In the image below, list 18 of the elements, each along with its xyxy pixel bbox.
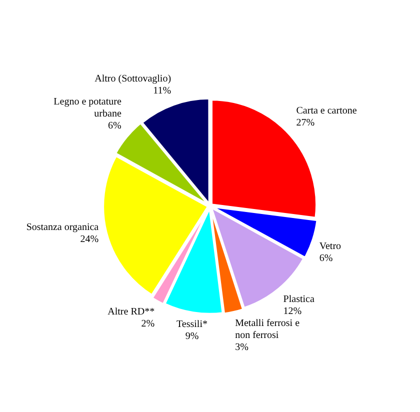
slice-label: Sostanza organica [26, 222, 100, 234]
data-label: 6% [319, 253, 333, 264]
data-label: 24% [80, 234, 99, 246]
slice-label: Altre RD** [108, 306, 155, 318]
data-label: 11% [153, 85, 172, 96]
data-label: 9% [185, 331, 199, 342]
slice-label: Legno e potature urbane [54, 96, 122, 120]
data-label: 3% [235, 342, 248, 353]
slice-label: Metalli ferrosi e non ferrosi [235, 318, 300, 341]
slice-label: Plastica [283, 294, 315, 306]
slice-label: Carta e cartone [296, 106, 358, 117]
slice-label: Tessili* [176, 319, 208, 330]
slice-label: Altro (Sottovaglio) [94, 73, 172, 84]
slice-label: Vetro [319, 241, 342, 252]
data-label: 2% [141, 318, 155, 330]
data-label: 6% [108, 120, 122, 132]
data-label: 12% [283, 306, 302, 318]
data-label: 27% [296, 118, 315, 129]
